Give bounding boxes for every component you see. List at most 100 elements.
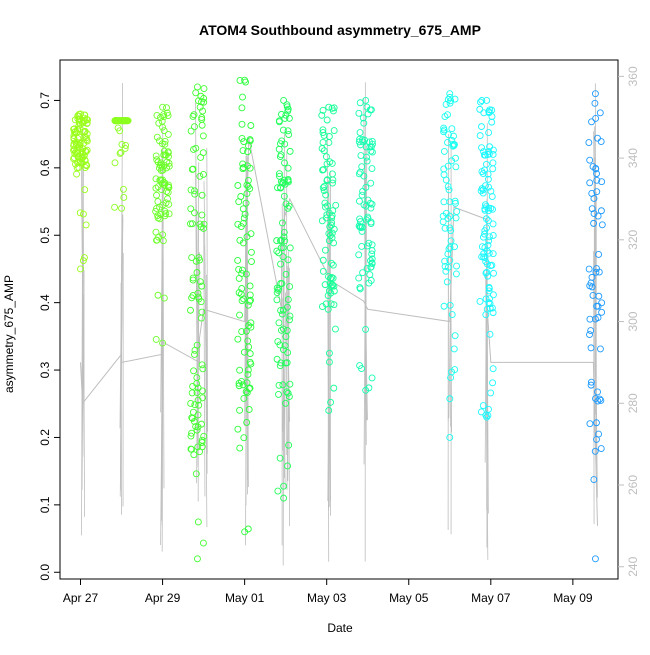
data-point: [239, 105, 245, 111]
data-point: [358, 153, 364, 159]
data-point: [198, 315, 204, 321]
data-point: [190, 409, 196, 415]
data-point: [275, 391, 281, 397]
data-point: [198, 154, 204, 160]
data-point: [444, 279, 450, 285]
data-point: [235, 182, 241, 188]
data-point: [112, 204, 118, 210]
data-point: [156, 120, 162, 126]
data-point: [596, 293, 602, 299]
data-point: [368, 148, 374, 154]
data-point: [200, 133, 206, 139]
data-point: [324, 117, 330, 123]
data-point: [112, 160, 118, 166]
secondary-line-layer: [81, 82, 598, 565]
data-point: [356, 252, 362, 258]
data-point: [477, 99, 483, 105]
data-point: [236, 275, 242, 281]
data-point: [248, 231, 254, 237]
data-point: [331, 385, 337, 391]
x-tick-label: Apr 27: [63, 591, 99, 605]
data-point: [488, 390, 494, 396]
data-point: [153, 153, 159, 159]
data-point: [483, 161, 489, 167]
data-point: [165, 196, 171, 202]
data-point: [154, 112, 160, 118]
x-tick-label: May 09: [553, 591, 593, 605]
data-point: [237, 445, 243, 451]
x-tick-label: May 01: [225, 591, 265, 605]
data-point: [491, 270, 497, 276]
data-point: [281, 97, 287, 103]
data-point: [597, 346, 603, 352]
plot-frame: [60, 60, 618, 579]
data-point: [449, 126, 455, 132]
data-point: [447, 91, 453, 97]
data-point: [333, 202, 339, 208]
y-tick-label: 0.7: [38, 92, 52, 109]
x-tick-label: May 07: [471, 591, 511, 605]
data-point: [357, 130, 363, 136]
data-point: [287, 148, 293, 154]
y-tick-label: 0.6: [38, 159, 52, 176]
data-point: [587, 157, 593, 163]
data-point: [359, 243, 365, 249]
data-point: [369, 375, 375, 381]
data-point: [188, 128, 194, 134]
data-point: [588, 328, 594, 334]
y2-tick-label: 340: [626, 148, 640, 168]
data-point: [201, 86, 207, 92]
data-point: [187, 307, 193, 313]
data-point: [200, 171, 206, 177]
data-point: [441, 148, 447, 154]
data-point: [235, 336, 241, 342]
data-point: [454, 263, 460, 269]
data-point: [454, 209, 460, 215]
data-point: [320, 139, 326, 145]
x-tick-label: May 05: [389, 591, 429, 605]
y-tick-label: 0.1: [38, 496, 52, 513]
data-point: [331, 226, 337, 232]
points-layer: [71, 77, 606, 562]
y-tick-label: 0.2: [38, 429, 52, 446]
data-point: [490, 251, 496, 257]
data-point: [197, 173, 203, 179]
data-point: [326, 140, 332, 146]
data-point: [274, 356, 280, 362]
data-point: [453, 164, 459, 170]
data-point: [188, 400, 194, 406]
data-point: [589, 119, 595, 125]
data-point: [451, 346, 457, 352]
data-point: [368, 180, 374, 186]
data-point: [237, 367, 243, 373]
data-point: [236, 266, 242, 272]
data-point: [599, 222, 605, 228]
data-point: [235, 426, 241, 432]
data-point: [441, 166, 447, 172]
data-point: [452, 333, 458, 339]
data-point: [153, 336, 159, 342]
data-point: [490, 292, 496, 298]
y-tick-label: 0.5: [38, 227, 52, 244]
data-point: [477, 298, 483, 304]
y2-tick-label: 300: [626, 311, 640, 331]
data-point: [287, 245, 293, 251]
spike-line: [286, 151, 287, 455]
data-point: [155, 292, 161, 298]
data-point: [592, 100, 598, 106]
data-point: [441, 199, 447, 205]
data-point: [120, 186, 126, 192]
y2-tick-label: 240: [626, 556, 640, 576]
y2-tick-label: 280: [626, 393, 640, 413]
data-point: [188, 206, 194, 212]
data-point: [586, 266, 592, 272]
data-point: [486, 130, 492, 136]
data-point: [598, 139, 604, 145]
x-tick-label: Apr 29: [145, 591, 181, 605]
data-point: [490, 380, 496, 386]
data-point: [323, 154, 329, 160]
data-point: [239, 298, 245, 304]
data-point: [201, 433, 207, 439]
data-point: [286, 115, 292, 121]
